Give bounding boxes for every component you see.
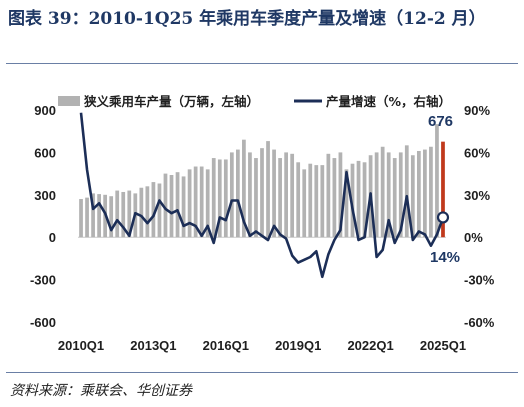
bar-2020Q1 [320, 165, 325, 238]
last-growth-value-label: 14% [430, 249, 460, 266]
legend-bar-label: 狭义乘用车产量（万辆，左轴） [83, 94, 259, 109]
left-axis-ticks: 900 600 300 0 -300 -600 [30, 103, 56, 330]
legend: 狭义乘用车产量（万辆，左轴） 产量增速（%，右轴） [58, 94, 451, 109]
bar-2013Q2 [157, 183, 162, 238]
bar-2018Q1 [272, 149, 276, 238]
bar-2018Q2 [278, 158, 282, 238]
bar-2016Q3 [235, 149, 240, 238]
right-axis-tick-label: -30% [464, 273, 495, 288]
bar-2024Q4 [435, 124, 439, 238]
bar-2012Q1 [127, 190, 132, 238]
bar-2018Q4 [290, 153, 295, 238]
bar-2019Q1 [296, 162, 301, 238]
top-divider [6, 63, 518, 64]
chart-area: 900 600 300 0 -300 -600 90% 60% 30% 0% -30% -60% 2… [30, 94, 495, 353]
right-axis-tick-label: 90% [464, 103, 490, 118]
source-note: 资料来源：乘联会、华创证券 [10, 383, 192, 399]
bar-2021Q3 [356, 160, 361, 238]
bar-2015Q3 [211, 158, 216, 238]
bar-2010Q3 [91, 193, 95, 238]
bar-2016Q1 [223, 159, 228, 238]
chart-title: 图表 39：2010-1Q25 年乘用车季度产量及增速（12-2 月） [8, 9, 486, 29]
bar-2021Q2 [350, 163, 355, 238]
growth-line [79, 112, 445, 279]
bar-2022Q2 [374, 152, 379, 238]
bar-2024Q1 [416, 150, 421, 238]
bar-2013Q3 [163, 173, 168, 238]
bar-2017Q4 [266, 141, 270, 238]
bar-2016Q2 [229, 152, 234, 238]
bar-2018Q3 [284, 152, 289, 238]
bar-2017Q2 [254, 158, 258, 238]
bar-2016Q4 [242, 139, 246, 238]
left-axis-tick-label: 0 [49, 230, 56, 245]
bar-2023Q2 [398, 152, 403, 238]
bar-2011Q2 [109, 196, 114, 238]
right-axis-tick-label: -60% [464, 315, 495, 330]
left-axis-tick-label: 300 [34, 188, 56, 203]
bar-series [79, 124, 445, 238]
bottom-divider [6, 372, 518, 373]
right-axis-tick-label: 30% [464, 188, 490, 203]
bar-2015Q2 [205, 169, 210, 238]
x-axis-tick-label: 2022Q1 [347, 338, 393, 353]
x-axis-tick-label: 2010Q1 [58, 338, 104, 353]
bar-2014Q3 [187, 169, 192, 238]
bar-2019Q4 [314, 165, 319, 238]
bar-2017Q3 [260, 148, 264, 238]
bar-2013Q1 [151, 182, 156, 238]
bar-2024Q3 [429, 146, 433, 238]
bar-2019Q2 [302, 169, 307, 238]
bar-2024Q2 [423, 149, 427, 238]
right-axis-tick-label: 60% [464, 145, 490, 160]
left-axis-tick-label: -300 [30, 273, 56, 288]
x-axis-tick-label: 2019Q1 [275, 338, 321, 353]
bar-2022Q3 [380, 146, 385, 238]
bar-2011Q4 [121, 191, 126, 238]
bar-2020Q3 [332, 158, 337, 238]
bar-2013Q4 [169, 175, 174, 238]
legend-line-label: 产量增速（%，右轴） [326, 94, 451, 109]
right-axis-tick-label: 0% [464, 230, 483, 245]
bar-2023Q3 [404, 145, 409, 238]
bar-2023Q1 [392, 158, 397, 238]
last-growth-marker [436, 211, 450, 224]
x-axis-tick-label: 2025Q1 [420, 338, 466, 353]
bar-2015Q1 [199, 166, 204, 238]
bar-2021Q1 [344, 169, 349, 238]
left-axis-tick-label: 900 [34, 103, 56, 118]
x-axis-ticks: 2010Q1 2013Q1 2016Q1 2019Q1 2022Q1 2025Q1 [58, 338, 466, 353]
bar-2015Q4 [217, 159, 222, 238]
bar-2023Q4 [410, 155, 415, 238]
line-series [79, 112, 450, 279]
x-axis-tick-label: 2016Q1 [203, 338, 249, 353]
annotations: 676 14% [428, 113, 460, 266]
bar-2014Q2 [181, 176, 186, 238]
bar-2011Q3 [115, 190, 120, 238]
bar-2014Q4 [193, 166, 198, 238]
bar-2021Q4 [362, 162, 367, 238]
right-axis-ticks: 90% 60% 30% 0% -30% -60% [464, 103, 495, 330]
bar-2025Q1 [441, 141, 445, 238]
bar-2019Q3 [308, 163, 313, 238]
left-axis-tick-label: -600 [30, 315, 56, 330]
bar-2010Q4 [97, 194, 101, 238]
legend-bar-swatch [58, 96, 80, 106]
bar-2012Q3 [139, 187, 144, 238]
bar-2012Q4 [145, 186, 150, 238]
bar-2022Q4 [386, 152, 391, 238]
x-axis-tick-label: 2013Q1 [130, 338, 176, 353]
bar-2017Q1 [248, 152, 252, 238]
last-bar-value-label: 676 [428, 113, 453, 130]
bar-2020Q4 [338, 152, 343, 238]
bar-2010Q1 [79, 199, 83, 238]
bar-2014Q1 [175, 172, 180, 238]
left-axis-tick-label: 600 [34, 145, 56, 160]
bar-2020Q2 [326, 153, 331, 238]
bar-2010Q2 [85, 197, 89, 238]
